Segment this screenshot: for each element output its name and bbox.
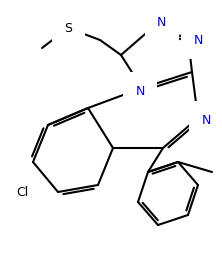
Text: N: N — [135, 85, 145, 97]
Text: N: N — [194, 34, 203, 46]
Text: S: S — [64, 22, 72, 34]
Text: Cl: Cl — [16, 186, 28, 199]
Text: N: N — [202, 113, 211, 127]
Text: N: N — [157, 15, 166, 29]
